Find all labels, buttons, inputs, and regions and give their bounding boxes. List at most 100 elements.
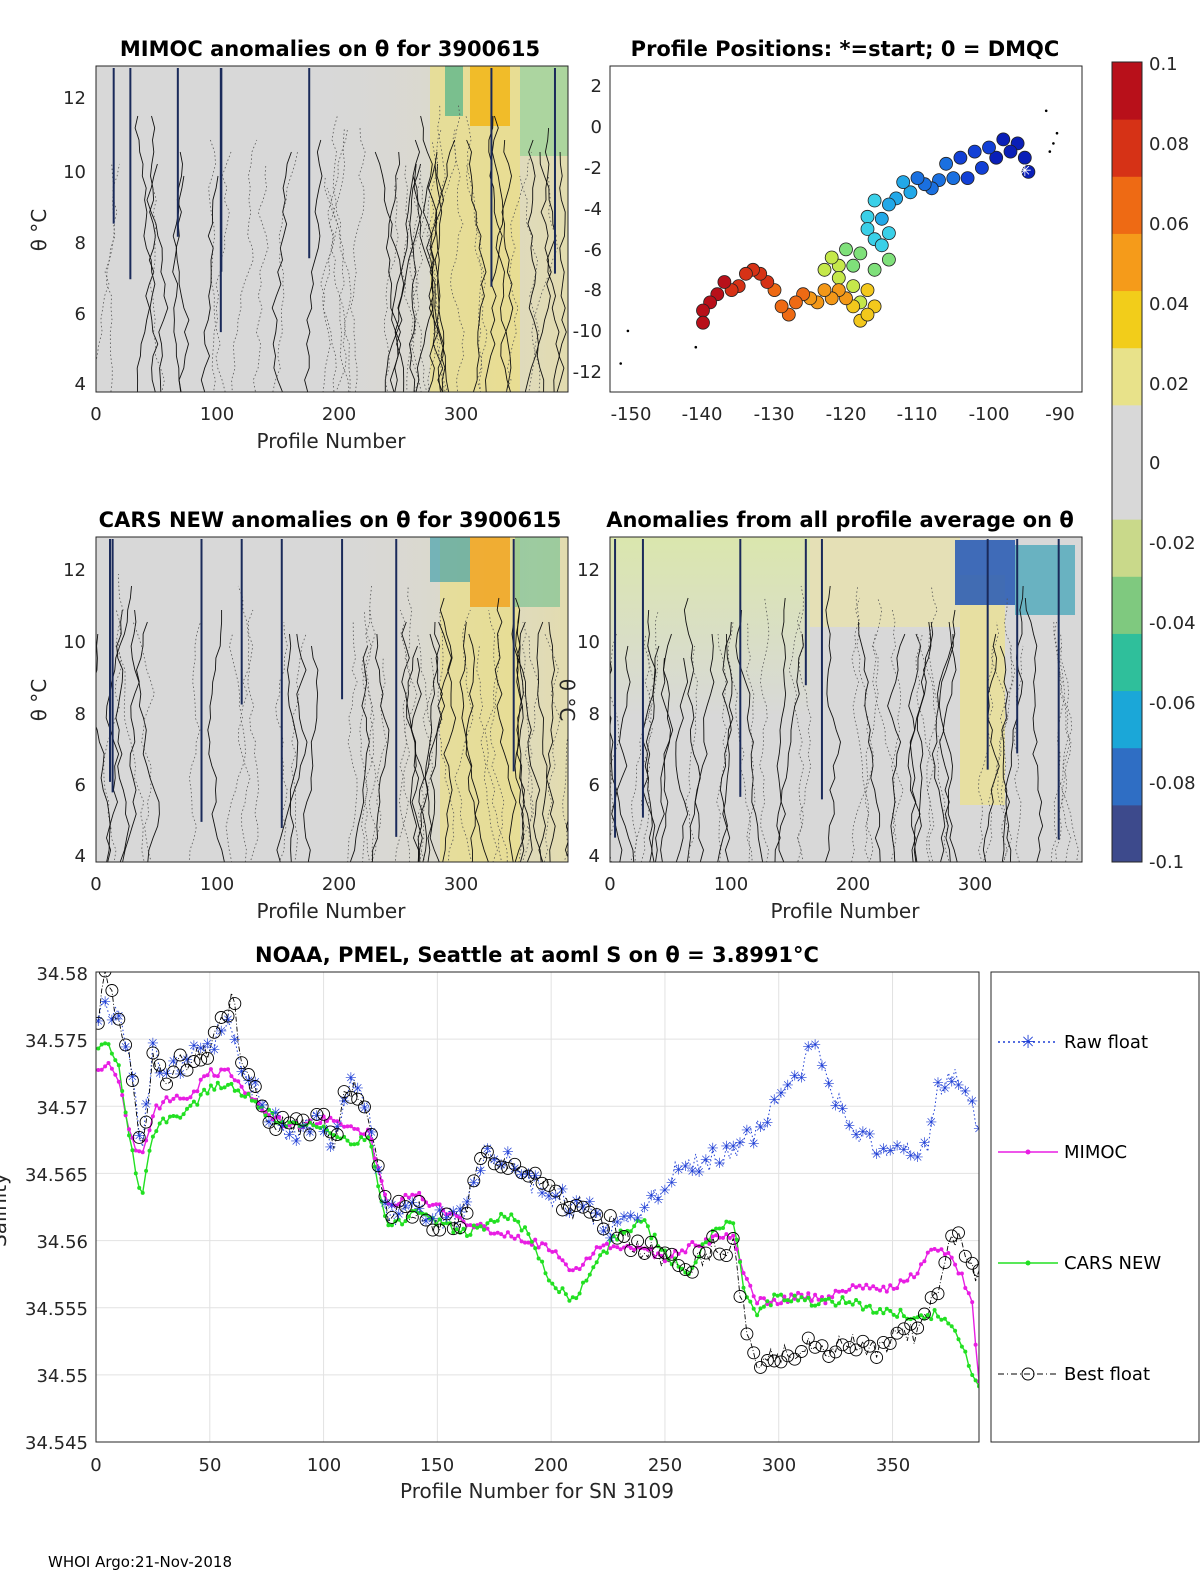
mimoc-point [236,1079,241,1084]
contour-line [694,633,715,862]
mimoc-point [174,1093,179,1098]
raw-float-point: ✳ [584,1194,596,1210]
positions-xtick: -120 [826,404,867,425]
mimoc-point [669,1254,674,1259]
raw-float-point: ✳ [673,1163,685,1179]
colorbar [1111,61,1143,863]
contour-line [211,151,232,392]
profile-position-dot [839,242,853,257]
mimoc-point [901,1279,906,1284]
colorbar-segment [1112,747,1142,806]
mimoc-xtick: 300 [444,404,478,425]
cars-point [601,1249,606,1254]
best-float-point [767,1354,781,1368]
contour-line [466,139,487,392]
raw-float-point: ✳ [734,1135,746,1151]
best-float-point [876,1335,890,1349]
contour-line [519,175,540,392]
contour-line [275,621,288,862]
contour-line [322,127,349,392]
best-float-point [972,1263,979,1277]
contour-line [427,163,445,392]
mimoc-point [789,1292,794,1297]
mimoc-point [526,1240,531,1245]
mimoc-point [140,1150,145,1155]
mimoc-point [878,1288,882,1293]
cars-point [454,1227,459,1232]
raw-float-point: ✳ [659,1183,671,1199]
cars-point [465,1234,469,1238]
cars-point [239,1093,244,1098]
best-float-point [610,1231,624,1245]
cars-ylabel: θ °C [27,679,51,722]
contour-line [759,597,771,862]
mimoc-point [908,1272,913,1277]
cars-point [785,1298,790,1303]
mimoc-point [847,1287,852,1292]
colorbar-tick: -0.02 [1149,533,1196,554]
raw-float-point: ✳ [427,1211,439,1227]
best-float-point [440,1207,453,1221]
cars-point [137,1185,142,1190]
cars-point [468,1232,473,1237]
mimoc-ytick: 6 [75,304,86,325]
cars-point [755,1313,760,1318]
mimoc-point [915,1271,920,1276]
cars-point [543,1271,548,1276]
cars-point [222,1085,227,1090]
mimoc-point [342,1124,347,1129]
raw-float-point: ✳ [912,1150,924,1166]
best-float-point [856,1334,870,1348]
positions-ytick: -10 [573,321,602,342]
raw-float-point: ✳ [181,1052,193,1068]
mimoc-point [662,1259,667,1264]
cars-point [871,1310,876,1315]
best-float-point [678,1263,692,1277]
best-float-point [658,1246,672,1260]
mimoc-point [898,1278,903,1283]
profile-position-dot [939,156,953,171]
cars-point [287,1120,292,1125]
contour-line [684,645,698,862]
cars-point [267,1107,271,1112]
contour-line [347,621,358,862]
colorbar-tick: 0.04 [1149,294,1189,315]
reference-profile-point [1048,150,1052,153]
colorbar-segment [1112,690,1142,749]
best-float-point [419,1213,433,1227]
positions-ytick: 2 [591,76,602,97]
salinity-xtick: 300 [762,1455,796,1476]
contour-line [794,609,812,862]
raw-float-point: ✳ [454,1202,466,1218]
legend-cars-label: CARS NEW [1064,1253,1161,1274]
cars-contours [96,539,568,862]
cars-point [345,1138,350,1143]
colorbar-segment [1112,62,1142,120]
cars-point [837,1301,841,1306]
mimoc-point [226,1067,230,1072]
cars-point [809,1303,814,1308]
mimoc-point [854,1285,859,1290]
contour-line [745,621,756,862]
cars-point [325,1128,329,1133]
best-float-point [235,1056,249,1070]
mimoc-point [809,1298,814,1303]
cars-point [451,1230,456,1235]
mimoc-point [109,1066,114,1071]
contour-line [437,609,455,862]
contour-line [290,633,307,862]
raw-float-point: ✳ [837,1102,849,1118]
mimoc-xtick: 200 [322,404,356,425]
salinity-ylabel: Salinity [0,1173,11,1247]
profile-position-dot [975,160,989,175]
contour-line [518,633,539,862]
colorbar-segment [1112,119,1142,177]
contour-line [915,633,931,862]
best-float-point [781,1349,795,1363]
cars-point [973,1378,978,1383]
profile-position-dot [817,262,832,277]
contour-line [476,645,498,862]
mimoc-point [758,1296,763,1300]
mimoc-point [680,1248,684,1253]
